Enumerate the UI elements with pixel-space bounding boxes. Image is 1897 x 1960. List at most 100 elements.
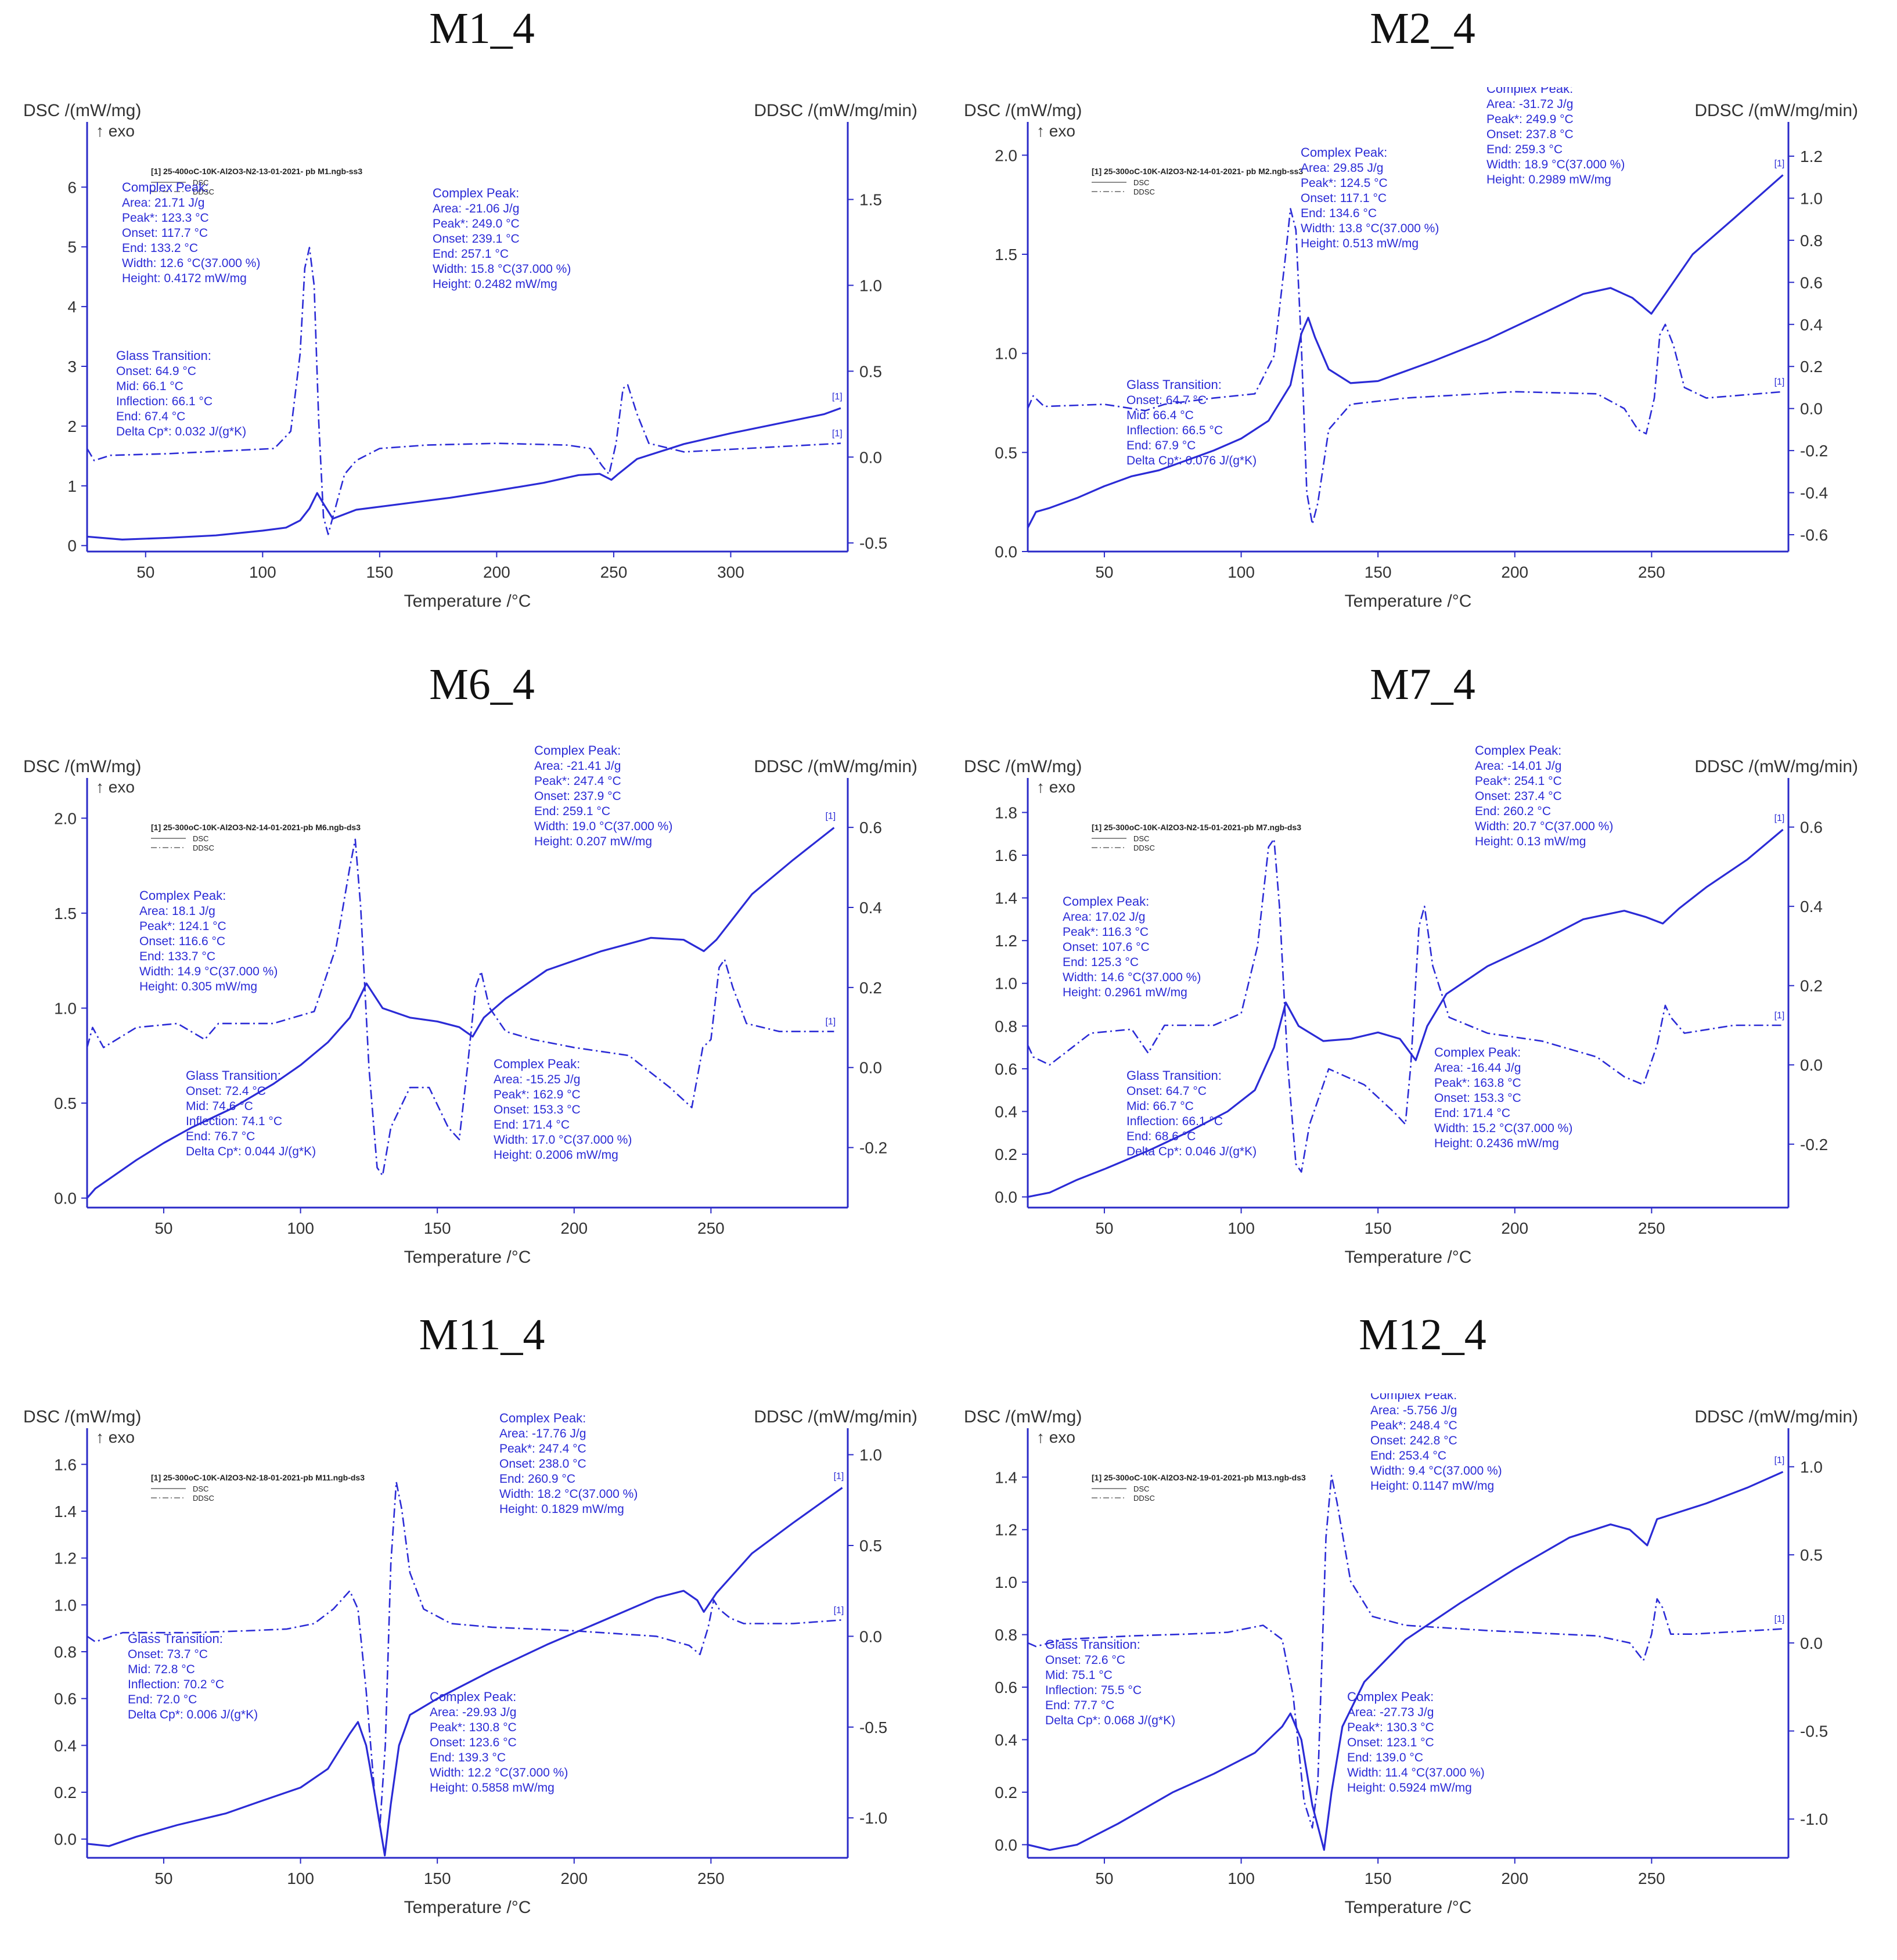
panel-title: M11_4 [419, 1310, 545, 1359]
y-right-tick-label: 0.4 [1800, 316, 1823, 334]
dsc-chart-m12-4: DSC /(mW/mg) DDSC /(mW/mg/min) ↑ exo Temper… [964, 1393, 1858, 1917]
y-axis-right-label: DDSC /(mW/mg/min) [1694, 1407, 1858, 1426]
x-tick-label: 100 [287, 1219, 314, 1237]
x-tick-label: 100 [1228, 1869, 1255, 1887]
annotation-line: End: 125.3 °C [1063, 956, 1139, 969]
annotation-line: Peak*: 124.5 °C [1301, 176, 1388, 190]
ddsc-curve [1027, 208, 1783, 525]
annotation-line: Mid: 66.7 °C [1126, 1100, 1194, 1113]
annotation-line: End: 171.4 °C [494, 1118, 570, 1132]
file-label: [1] 25-300oC-10K-Al2O3-N2-18-01-2021-pb … [151, 1473, 365, 1482]
annotation-block: Complex Peak: Area: 18.1 J/g Peak*: 124.1 … [139, 888, 278, 993]
x-tick-label: 150 [1365, 563, 1392, 581]
annotation-line: Width: 19.0 °C(37.000 %) [534, 820, 672, 833]
annotation-line: Width: 20.7 °C(37.000 %) [1475, 820, 1613, 833]
annotation-heading: Complex Peak: [534, 743, 621, 758]
exo-label: ↑ exo [96, 122, 135, 140]
annotation-line: Area: 21.71 J/g [122, 196, 204, 210]
exo-label: ↑ exo [1036, 778, 1075, 796]
legend-ddsc-label: DDSC [193, 844, 214, 852]
y-right-tick-label: 1.0 [1800, 189, 1823, 207]
y-right-tick-label: 0.2 [1800, 977, 1823, 995]
file-label: [1] 25-300oC-10K-Al2O3-N2-14-01-2021-pb … [151, 823, 361, 832]
exo-label: ↑ exo [96, 1428, 135, 1446]
x-axis-label: Temperature /°C [1345, 1248, 1472, 1267]
y-right-tick-label: -0.2 [859, 1139, 887, 1157]
y-axis-right-label: DDSC /(mW/mg/min) [754, 1407, 917, 1426]
annotation-block: Glass Transition: Onset: 72.4 °C Mid: 74.6… [186, 1068, 316, 1158]
ddsc-end-marker: [1] [832, 429, 843, 439]
annotation-heading: Complex Peak: [122, 180, 208, 194]
y-right-tick-label: 0.6 [859, 819, 882, 837]
annotation-block: Glass Transition: Onset: 64.9 °C Mid: 66.1… [116, 348, 246, 438]
legend-ddsc-label: DDSC [1133, 844, 1155, 852]
y-right-tick-label: 0.6 [1800, 273, 1823, 291]
annotation-line: End: 139.3 °C [430, 1751, 506, 1764]
annotation-line: Width: 14.6 °C(37.000 %) [1063, 971, 1201, 984]
annotation-line: Width: 18.9 °C(37.000 %) [1486, 158, 1625, 171]
legend-dsc-label: DSC [1133, 1485, 1149, 1493]
annotation-line: Width: 18.2 °C(37.000 %) [499, 1487, 638, 1501]
annotation-line: Peak*: 116.3 °C [1063, 925, 1149, 939]
annotation-line: End: 260.9 °C [499, 1472, 575, 1486]
annotation-block: Glass Transition: Onset: 64.7 °C Mid: 66.7… [1126, 1068, 1257, 1158]
exo-label: ↑ exo [96, 778, 135, 796]
ddsc-end-marker: [1] [1774, 377, 1785, 387]
y-left-tick-label: 0.4 [995, 1102, 1017, 1120]
y-left-tick-label: 6 [67, 178, 77, 196]
y-right-tick-label: -0.4 [1800, 484, 1828, 502]
annotation-heading: Glass Transition: [1126, 377, 1222, 392]
annotation-line: Inflection: 75.5 °C [1045, 1684, 1142, 1697]
x-tick-label: 150 [1365, 1219, 1392, 1237]
x-tick-label: 250 [697, 1219, 725, 1237]
x-tick-label: 50 [154, 1219, 172, 1237]
legend-ddsc-label: DDSC [1133, 1494, 1155, 1503]
annotation-line: Height: 0.4172 mW/mg [122, 272, 247, 285]
x-axis-label: Temperature /°C [404, 1248, 531, 1267]
panel-title: M2_4 [1370, 4, 1475, 53]
dsc-end-marker: [1] [825, 812, 836, 822]
panel-title: M12_4 [1359, 1310, 1486, 1359]
y-left-tick-label: 1.2 [54, 1550, 77, 1568]
annotation-line: Height: 0.1147 mW/mg [1370, 1479, 1494, 1493]
annotation-line: Mid: 66.4 °C [1126, 409, 1194, 422]
annotation-line: Onset: 242.8 °C [1370, 1434, 1457, 1447]
annotation-line: Height: 0.207 mW/mg [534, 835, 652, 848]
y-left-tick-label: 1.4 [995, 1468, 1017, 1486]
y-left-tick-label: 0.0 [54, 1190, 77, 1208]
annotation-line: End: 133.7 °C [139, 950, 215, 963]
annotation-line: Peak*: 248.4 °C [1370, 1419, 1457, 1432]
annotation-heading: Complex Peak: [139, 888, 226, 903]
annotation-line: Delta Cp*: 0.032 J/(g*K) [116, 425, 246, 438]
x-axis-label: Temperature /°C [404, 592, 531, 611]
annotation-line: Area: -21.41 J/g [534, 759, 621, 773]
y-right-tick-label: 0.0 [1800, 1634, 1823, 1652]
annotation-line: Area: -16.44 J/g [1434, 1061, 1521, 1075]
annotation-line: End: 77.7 °C [1045, 1699, 1114, 1712]
y-left-tick-label: 0 [67, 537, 77, 555]
y-left-tick-label: 0.8 [995, 1017, 1017, 1035]
annotation-heading: Complex Peak: [1486, 87, 1573, 96]
annotation-line: Area: -5.756 J/g [1370, 1404, 1457, 1417]
x-tick-label: 200 [483, 563, 510, 581]
y-left-tick-label: 0.4 [995, 1731, 1017, 1749]
annotation-block: Complex Peak: Area: -17.76 J/g Peak*: 247.… [499, 1411, 638, 1516]
dsc-chart-m11-4: DSC /(mW/mg) DDSC /(mW/mg/min) ↑ exo Temper… [23, 1407, 917, 1917]
y-right-tick-label: 0.4 [859, 899, 882, 917]
y-left-tick-label: 1.5 [54, 905, 77, 923]
legend-dsc-label: DSC [193, 178, 208, 187]
y-left-tick-label: 0.4 [54, 1736, 77, 1754]
x-tick-label: 100 [249, 563, 276, 581]
ddsc-curve [1027, 1475, 1783, 1829]
annotation-line: Onset: 237.8 °C [1486, 128, 1574, 141]
y-right-tick-label: -1.0 [1800, 1810, 1828, 1828]
y-left-tick-label: 5 [67, 238, 77, 256]
annotation-line: Width: 13.8 °C(37.000 %) [1301, 222, 1439, 235]
ddsc-curve [1027, 838, 1783, 1173]
y-right-tick-label: 1.0 [859, 1446, 882, 1464]
annotation-line: Inflection: 74.1 °C [186, 1115, 282, 1128]
y-left-tick-label: 1.4 [54, 1503, 77, 1521]
annotation-line: Area: -21.06 J/g [433, 202, 519, 215]
